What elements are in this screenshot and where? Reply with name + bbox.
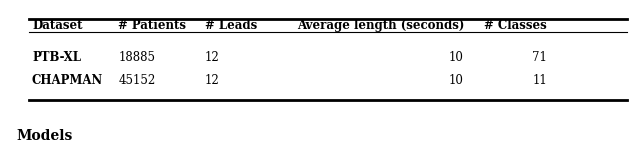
Text: 10: 10 <box>449 51 464 64</box>
Text: 18885: 18885 <box>118 51 156 64</box>
Text: PTB-XL: PTB-XL <box>32 51 81 64</box>
Text: # Leads: # Leads <box>205 19 257 32</box>
Text: 12: 12 <box>205 74 220 87</box>
Text: 45152: 45152 <box>118 74 156 87</box>
Text: 71: 71 <box>532 51 547 64</box>
Text: 12: 12 <box>205 51 220 64</box>
Text: # Classes: # Classes <box>484 19 547 32</box>
Text: CHAPMAN: CHAPMAN <box>32 74 103 87</box>
Text: Dataset: Dataset <box>32 19 83 32</box>
Text: Average length (seconds): Average length (seconds) <box>296 19 464 32</box>
Text: # Patients: # Patients <box>118 19 186 32</box>
Text: 10: 10 <box>449 74 464 87</box>
Text: 11: 11 <box>532 74 547 87</box>
Text: Models: Models <box>16 129 72 143</box>
